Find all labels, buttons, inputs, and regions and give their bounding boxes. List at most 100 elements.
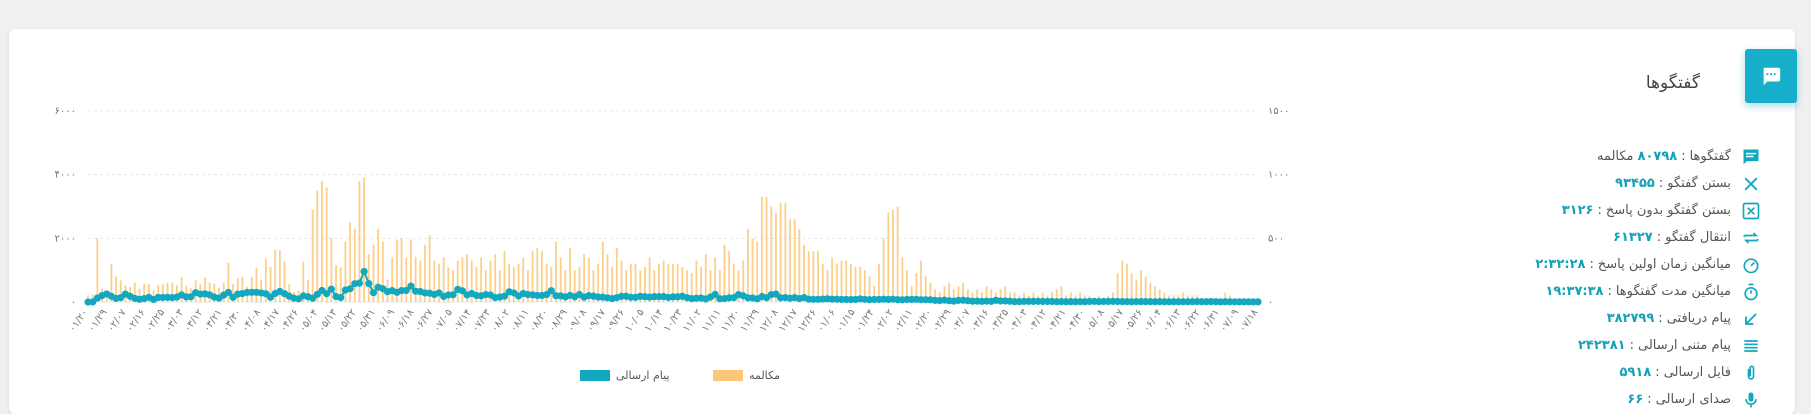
bar-mark (751, 238, 754, 302)
stat-label: پیام متنی ارسالی (1638, 338, 1731, 353)
stat-row-close-no-reply: بستن گفتگو بدون پاسخ: ۳۱۲۶ (1431, 197, 1761, 224)
bar-mark (391, 257, 394, 302)
bar-mark (704, 254, 707, 302)
stat-row-text-sent: پیام متنی ارسالی: ۲۴۲۳۸۱ (1431, 332, 1761, 359)
x-axis-tick-label: ۰۳/۰۷ (949, 307, 973, 334)
x-axis-tick-label: ۱۲/۲۶ (796, 307, 819, 334)
line-point (346, 285, 354, 293)
bar-mark (204, 277, 206, 302)
bar-mark (849, 263, 852, 302)
bar-mark (1154, 286, 1156, 302)
stats-list: گفتگوها: ۸۰۷۹۸ مکالمه بستن گفتگو: ۹۳۴۵۵ … (1431, 143, 1761, 413)
bar-mark (718, 270, 721, 302)
bar-mark (180, 277, 183, 302)
legend-label-line: پیام ارسالی (616, 369, 670, 382)
stat-row-close: بستن گفتگو: ۹۳۴۵۵ (1431, 170, 1761, 197)
bar-mark (278, 249, 281, 302)
stat-unit: مکالمه (1596, 149, 1634, 164)
x-axis-tick-label: ۰۶/۰۹ (374, 307, 397, 334)
stat-value: ۲۴۲۳۸۱ (1578, 338, 1626, 353)
bar-mark (985, 286, 988, 302)
bar-mark (536, 247, 539, 302)
bar-mark (227, 262, 230, 302)
bar-mark (966, 289, 969, 302)
x-axis-tick-label: ۰۱/۲۰ (67, 307, 90, 334)
bar-mark (353, 228, 356, 302)
bar-mark (461, 257, 464, 302)
bar-mark (447, 266, 450, 302)
x-axis-tick-label: ۰۲/۱۱ (892, 307, 915, 334)
bar-mark (840, 260, 843, 302)
bar-mark (812, 251, 815, 302)
bar-mark (330, 238, 333, 302)
bar-mark (555, 241, 557, 302)
bar-mark (470, 260, 473, 302)
x-axis-tick-label: ۰۶/۳۱ (1199, 307, 1222, 334)
bar-mark (658, 263, 660, 302)
stat-value: ۳۸۲۷۹۹ (1606, 311, 1655, 326)
x-axis-tick-label: ۱۲/۱۷ (777, 307, 801, 334)
right-axis-tick-label: ۵۰۰ (1268, 233, 1284, 244)
bar-mark (1121, 260, 1124, 302)
incoming-arrow-icon (1745, 312, 1757, 325)
bar-mark (1126, 263, 1128, 302)
bar-mark (489, 260, 492, 302)
x-axis-tick-label: ۰۶/۱۸ (393, 307, 417, 334)
card-title: گفتگوها (1645, 73, 1700, 93)
bar-mark (517, 263, 520, 302)
bar-mark (681, 266, 684, 302)
bar-mark (531, 251, 534, 302)
bar-mark (990, 289, 993, 302)
bar-mark (372, 244, 375, 302)
line-point (458, 287, 466, 295)
bar-mark (232, 284, 234, 302)
bar-mark (1079, 292, 1082, 302)
bar-mark (307, 280, 309, 302)
line-point (1254, 298, 1262, 306)
x-axis-tick-label: ۰۹/۰۸ (566, 307, 590, 334)
bar-mark (255, 267, 258, 302)
bar-mark (878, 263, 880, 302)
x-axis-tick-label: ۰۳/۳۰ (221, 307, 244, 334)
bar-mark (587, 257, 590, 302)
bar-mark (686, 270, 688, 302)
bar-mark (119, 280, 122, 302)
bar-mark (826, 270, 829, 302)
stat-label: بستن گفتگو (1667, 176, 1731, 191)
close-icon (1744, 177, 1758, 190)
bar-mark (325, 187, 328, 302)
bar-mark (466, 254, 468, 302)
bar-mark (264, 258, 267, 302)
bar-mark (133, 282, 136, 302)
legend-item-line[interactable]: پیام ارسالی (580, 369, 670, 382)
bar-mark (700, 266, 702, 302)
bar-mark (527, 270, 529, 302)
bar-mark (339, 266, 342, 302)
bar-mark (274, 249, 277, 302)
x-axis-tick-label: ۰۵/۱۷ (1103, 307, 1127, 334)
x-axis-tick-label: ۰۳/۲۱ (201, 307, 224, 334)
stat-row-received: پیام دریافتی: ۳۸۲۷۹۹ (1431, 305, 1761, 332)
left-axis-tick-label: ۰ (71, 297, 76, 308)
x-axis-tick-label: ۰۴/۲۱ (1045, 307, 1068, 334)
x-axis-tick-label: ۰۷/۲۳ (470, 307, 494, 334)
bar-mark (709, 270, 712, 302)
bar-mark (484, 270, 487, 302)
bar-mark (157, 284, 160, 302)
stat-row-first-response: میانگین زمان اولین پاسخ: ۲:۳۲:۲۸ (1431, 251, 1761, 278)
bar-mark (110, 263, 113, 302)
stat-value: ۶۱۳۲۷ (1613, 230, 1653, 245)
bar-mark (1135, 279, 1138, 302)
bar-mark (667, 263, 670, 302)
bar-mark (943, 286, 946, 302)
bar-mark (1013, 292, 1016, 302)
x-axis-tick-label: ۰۵/۱۳ (317, 307, 341, 334)
chat-bubble-icon (1745, 49, 1797, 103)
bar-mark (283, 261, 286, 302)
bar-mark (1041, 292, 1044, 302)
legend-item-bar[interactable]: مکالمه (713, 369, 780, 382)
bar-mark (868, 276, 871, 302)
x-axis-tick-label: ۰۴/۱۲ (1026, 307, 1049, 334)
stat-label: گفتگوها (1689, 149, 1731, 164)
bar-mark (742, 260, 745, 302)
